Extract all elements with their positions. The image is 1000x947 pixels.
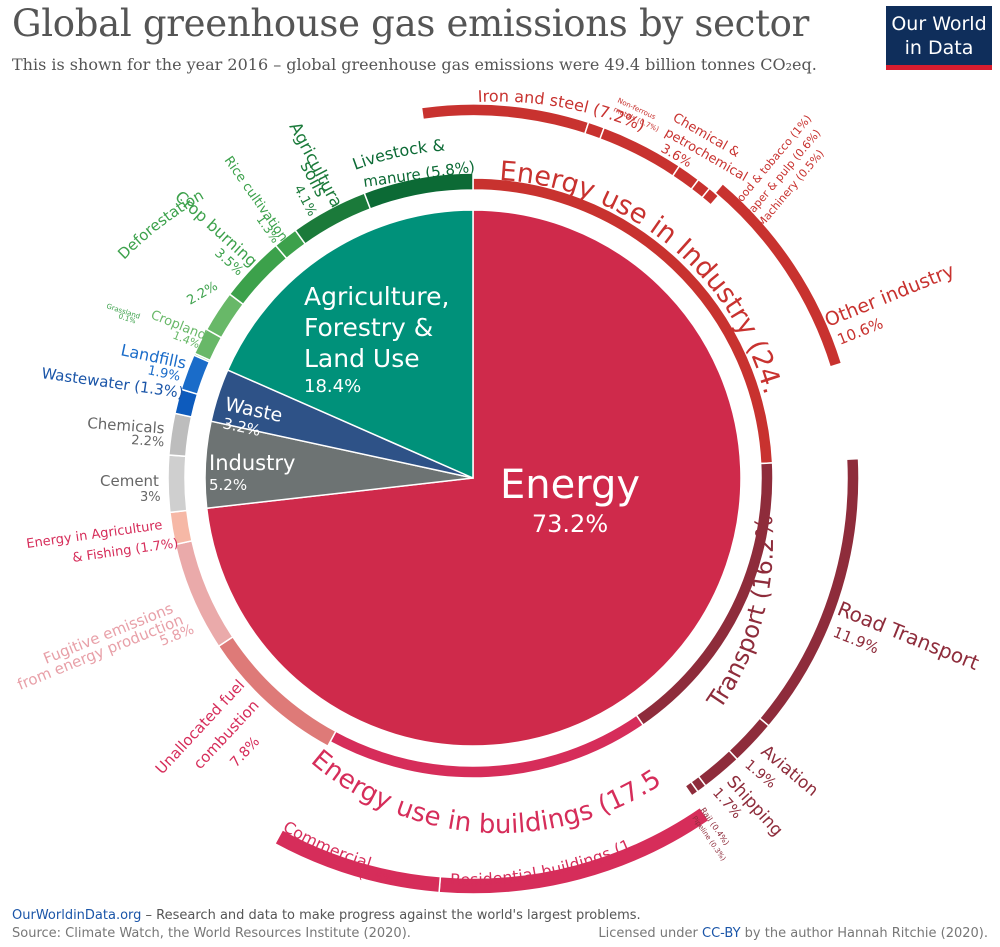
cc-by-link[interactable]: CC-BY (702, 926, 741, 941)
footer-tagline: OurWorldinData.org – Research and data t… (12, 908, 641, 923)
energy-wedge (205, 209, 742, 747)
footer-license: Licensed under CC-BY by the author Hanna… (598, 926, 988, 941)
deforestation-pct: 2.2% (185, 279, 221, 309)
chart-title: Global greenhouse gas emissions by secto… (12, 2, 810, 45)
license-suffix: by the author Hannah Ritchie (2020). (740, 926, 988, 941)
energy-pct: 73.2% (532, 510, 608, 538)
chart-subtitle: This is shown for the year 2016 – global… (12, 55, 817, 74)
other-industry-label-1: Other industry (822, 260, 958, 332)
chemicals-label-2: 2.2% (131, 433, 165, 450)
license-prefix: Licensed under (598, 926, 703, 941)
owid-logo[interactable]: Our World in Data (886, 6, 992, 70)
afolu-label-3: Land Use (304, 344, 420, 373)
ring-pipeline (684, 780, 699, 797)
commercial-pct: (6.6%) (358, 867, 399, 886)
industry-pct: 5.2% (209, 476, 247, 494)
cement-label-1: Cement (100, 472, 159, 490)
afolu-label-1: Agriculture, (304, 282, 449, 311)
afolu-pct: 18.4% (304, 376, 361, 397)
landfills-label-2: 1.9% (146, 363, 181, 385)
afolu-wedge (226, 209, 474, 480)
chemicals-label-1: Chemicals (87, 414, 166, 437)
pie-wedges (204, 209, 742, 747)
cement-label-2: 3% (140, 490, 161, 505)
ring-other-industry (713, 182, 843, 368)
footer-source: Source: Climate Watch, the World Resourc… (12, 926, 411, 941)
industry-label: Industry (209, 451, 295, 475)
footer-tagline-text: – Research and data to make progress aga… (141, 908, 641, 923)
ring-livestock-manure (363, 172, 474, 210)
owid-link[interactable]: OurWorldinData.org (12, 908, 142, 923)
ring-cement (167, 454, 188, 514)
afolu-label-2: Forestry & (304, 313, 433, 342)
logo-line-2: in Data (904, 37, 974, 59)
energy-label: Energy (500, 462, 640, 508)
pie-rings (167, 103, 860, 895)
ring-chemicals (168, 412, 193, 458)
logo-line-1: Our World (891, 13, 987, 35)
ring-commercial (273, 828, 442, 894)
